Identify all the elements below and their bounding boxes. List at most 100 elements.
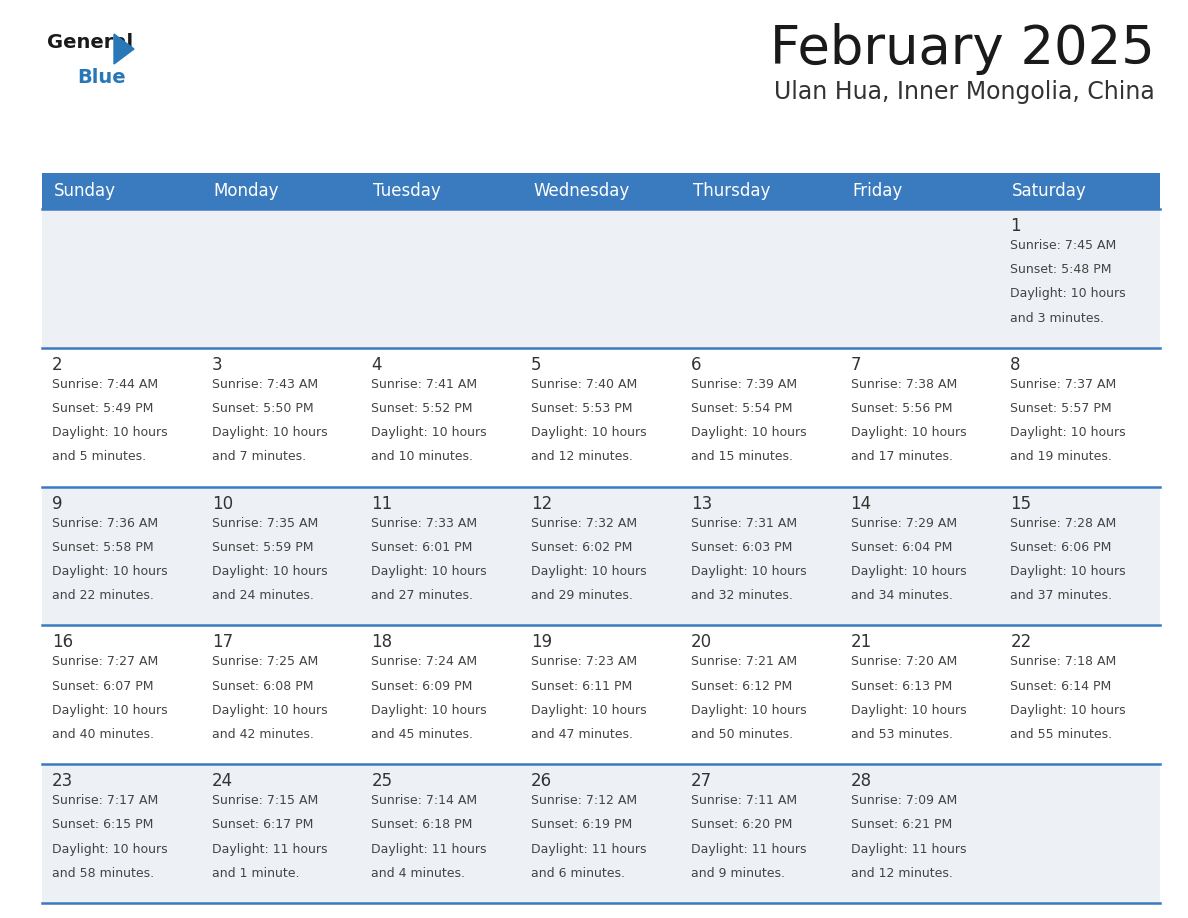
Text: 19: 19 [531, 633, 552, 652]
Text: Sunset: 6:11 PM: Sunset: 6:11 PM [531, 679, 632, 692]
Text: Sunset: 6:15 PM: Sunset: 6:15 PM [52, 818, 153, 832]
Text: Sunset: 5:52 PM: Sunset: 5:52 PM [372, 402, 473, 415]
Text: 6: 6 [691, 356, 701, 374]
Text: and 22 minutes.: and 22 minutes. [52, 589, 154, 602]
Text: Sunset: 6:07 PM: Sunset: 6:07 PM [52, 679, 153, 692]
Text: Sunrise: 7:23 AM: Sunrise: 7:23 AM [531, 655, 637, 668]
Text: Daylight: 10 hours: Daylight: 10 hours [1010, 704, 1126, 717]
Text: and 24 minutes.: and 24 minutes. [211, 589, 314, 602]
Bar [522, 173, 681, 209]
Text: Sunset: 6:18 PM: Sunset: 6:18 PM [372, 818, 473, 832]
Text: Sunrise: 7:12 AM: Sunrise: 7:12 AM [531, 794, 637, 807]
Text: Daylight: 11 hours: Daylight: 11 hours [691, 843, 807, 856]
Text: Tuesday: Tuesday [373, 182, 441, 200]
Text: Sunrise: 7:15 AM: Sunrise: 7:15 AM [211, 794, 318, 807]
Text: Sunset: 6:20 PM: Sunset: 6:20 PM [691, 818, 792, 832]
Text: Daylight: 10 hours: Daylight: 10 hours [52, 565, 168, 578]
Text: Friday: Friday [853, 182, 903, 200]
Text: and 9 minutes.: and 9 minutes. [691, 867, 785, 879]
Text: Daylight: 10 hours: Daylight: 10 hours [372, 426, 487, 439]
Bar [1000, 173, 1159, 209]
Text: Daylight: 10 hours: Daylight: 10 hours [52, 843, 168, 856]
Text: 12: 12 [531, 495, 552, 512]
Text: 13: 13 [691, 495, 712, 512]
Text: Sunset: 6:17 PM: Sunset: 6:17 PM [211, 818, 314, 832]
Text: Sunset: 6:12 PM: Sunset: 6:12 PM [691, 679, 792, 692]
Text: Sunset: 5:57 PM: Sunset: 5:57 PM [1010, 402, 1112, 415]
Bar [42, 487, 1159, 625]
Text: Daylight: 11 hours: Daylight: 11 hours [372, 843, 487, 856]
Text: Sunset: 6:01 PM: Sunset: 6:01 PM [372, 541, 473, 554]
Text: Sunset: 5:53 PM: Sunset: 5:53 PM [531, 402, 633, 415]
Text: 10: 10 [211, 495, 233, 512]
Text: Daylight: 10 hours: Daylight: 10 hours [1010, 426, 1126, 439]
Text: 4: 4 [372, 356, 381, 374]
Text: and 17 minutes.: and 17 minutes. [851, 451, 953, 464]
Text: Sunrise: 7:39 AM: Sunrise: 7:39 AM [691, 378, 797, 391]
Text: 26: 26 [531, 772, 552, 790]
Text: Sunset: 5:49 PM: Sunset: 5:49 PM [52, 402, 153, 415]
Text: Sunrise: 7:31 AM: Sunrise: 7:31 AM [691, 517, 797, 530]
Text: 25: 25 [372, 772, 392, 790]
Text: 9: 9 [52, 495, 63, 512]
Text: Sunset: 6:14 PM: Sunset: 6:14 PM [1010, 679, 1112, 692]
Text: Daylight: 10 hours: Daylight: 10 hours [851, 426, 966, 439]
Text: Sunset: 5:59 PM: Sunset: 5:59 PM [211, 541, 314, 554]
Text: Saturday: Saturday [1012, 182, 1087, 200]
Text: Sunset: 5:48 PM: Sunset: 5:48 PM [1010, 263, 1112, 276]
Text: Sunset: 5:54 PM: Sunset: 5:54 PM [691, 402, 792, 415]
Text: 14: 14 [851, 495, 872, 512]
Text: Sunrise: 7:45 AM: Sunrise: 7:45 AM [1010, 239, 1117, 252]
Text: Sunrise: 7:18 AM: Sunrise: 7:18 AM [1010, 655, 1117, 668]
Text: Sunday: Sunday [53, 182, 116, 200]
Text: Blue: Blue [77, 68, 126, 87]
Text: Daylight: 11 hours: Daylight: 11 hours [851, 843, 966, 856]
Text: Sunrise: 7:14 AM: Sunrise: 7:14 AM [372, 794, 478, 807]
Text: Sunrise: 7:27 AM: Sunrise: 7:27 AM [52, 655, 158, 668]
Text: and 5 minutes.: and 5 minutes. [52, 451, 146, 464]
Text: 2: 2 [52, 356, 63, 374]
Text: Daylight: 10 hours: Daylight: 10 hours [851, 704, 966, 717]
Text: Sunset: 6:08 PM: Sunset: 6:08 PM [211, 679, 314, 692]
Text: 28: 28 [851, 772, 872, 790]
Text: Thursday: Thursday [693, 182, 770, 200]
Text: and 15 minutes.: and 15 minutes. [691, 451, 792, 464]
Text: 20: 20 [691, 633, 712, 652]
Text: Sunrise: 7:20 AM: Sunrise: 7:20 AM [851, 655, 956, 668]
Text: Daylight: 10 hours: Daylight: 10 hours [1010, 565, 1126, 578]
Text: Sunrise: 7:37 AM: Sunrise: 7:37 AM [1010, 378, 1117, 391]
Text: Sunrise: 7:21 AM: Sunrise: 7:21 AM [691, 655, 797, 668]
Text: Daylight: 11 hours: Daylight: 11 hours [211, 843, 327, 856]
Text: Sunrise: 7:09 AM: Sunrise: 7:09 AM [851, 794, 956, 807]
Text: and 19 minutes.: and 19 minutes. [1010, 451, 1112, 464]
Text: Daylight: 10 hours: Daylight: 10 hours [851, 565, 966, 578]
Text: and 12 minutes.: and 12 minutes. [531, 451, 633, 464]
Text: and 4 minutes.: and 4 minutes. [372, 867, 466, 879]
Bar [42, 209, 1159, 348]
Text: Daylight: 10 hours: Daylight: 10 hours [531, 704, 646, 717]
Text: and 27 minutes.: and 27 minutes. [372, 589, 474, 602]
Text: Sunrise: 7:35 AM: Sunrise: 7:35 AM [211, 517, 318, 530]
Text: and 58 minutes.: and 58 minutes. [52, 867, 154, 879]
Text: Sunrise: 7:28 AM: Sunrise: 7:28 AM [1010, 517, 1117, 530]
Text: Sunset: 6:04 PM: Sunset: 6:04 PM [851, 541, 952, 554]
Text: Sunrise: 7:11 AM: Sunrise: 7:11 AM [691, 794, 797, 807]
Text: and 10 minutes.: and 10 minutes. [372, 451, 474, 464]
Bar [42, 173, 202, 209]
Text: and 37 minutes.: and 37 minutes. [1010, 589, 1112, 602]
Text: Sunrise: 7:25 AM: Sunrise: 7:25 AM [211, 655, 318, 668]
Text: 21: 21 [851, 633, 872, 652]
Text: 23: 23 [52, 772, 74, 790]
Text: Daylight: 10 hours: Daylight: 10 hours [52, 704, 168, 717]
Text: and 1 minute.: and 1 minute. [211, 867, 299, 879]
Bar [361, 173, 522, 209]
Text: and 53 minutes.: and 53 minutes. [851, 728, 953, 741]
Text: Sunset: 5:50 PM: Sunset: 5:50 PM [211, 402, 314, 415]
Text: Monday: Monday [214, 182, 279, 200]
Text: Sunset: 6:03 PM: Sunset: 6:03 PM [691, 541, 792, 554]
Text: Daylight: 10 hours: Daylight: 10 hours [211, 426, 328, 439]
Text: and 55 minutes.: and 55 minutes. [1010, 728, 1112, 741]
Text: General: General [48, 33, 133, 52]
Bar [42, 625, 1159, 764]
Text: February 2025: February 2025 [770, 23, 1155, 75]
